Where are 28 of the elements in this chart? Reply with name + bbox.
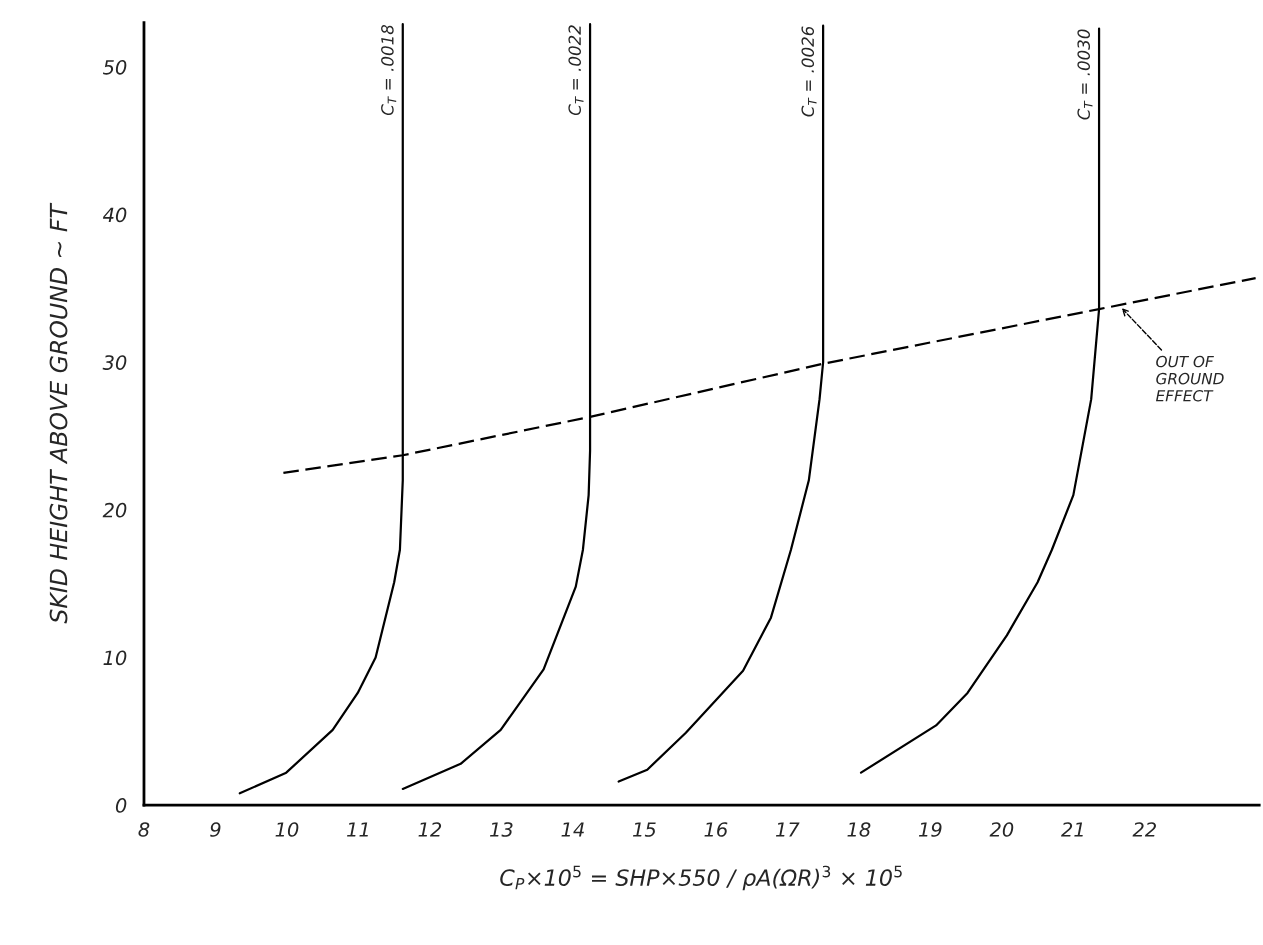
y-tick-label: 50 xyxy=(102,59,127,75)
text: C$_{T}$ = .0018 xyxy=(381,24,397,116)
y-tick-label: 30 xyxy=(102,355,127,370)
x-tick-label: 16 xyxy=(704,822,728,837)
x-tick-label: 14 xyxy=(561,822,584,837)
text: C$_{T}$ = .0022 xyxy=(568,25,584,116)
x-tick-label: 8 xyxy=(138,822,150,837)
y-tick-label: 10 xyxy=(103,650,127,666)
x-tick-label: 21 xyxy=(1061,822,1083,837)
y-axis-title: SKID HEIGHT ABOVE GROUND ~ FT xyxy=(49,202,68,624)
y-tick-label: 20 xyxy=(102,502,127,518)
y-tick-label: 0 xyxy=(115,798,127,813)
x-tick-label: 12 xyxy=(418,822,442,837)
x-axis-title: C$_{P}$×10$^{5}$ = SHP×550 / ρA(ΩR)$^{3}$ × 10$^{5}$ xyxy=(500,865,902,891)
x-tick-label: 19 xyxy=(918,822,942,837)
x-tick-label: 17 xyxy=(775,822,800,837)
text: C$_{T}$ = .0026 xyxy=(801,26,817,117)
x-tick-label: 13 xyxy=(490,822,513,837)
text: C$_{T}$ = .0030 xyxy=(1077,29,1093,120)
x-tick-label: 20 xyxy=(989,822,1014,837)
x-tick-label: 9 xyxy=(210,822,221,837)
x-tick-label: 18 xyxy=(847,822,871,837)
x-tick-label: 11 xyxy=(347,822,368,837)
annotation: OUT OF GROUND EFFECT xyxy=(1155,355,1224,402)
x-tick-label: 10 xyxy=(275,822,299,837)
y-tick-label: 40 xyxy=(102,207,127,223)
x-tick-label: 22 xyxy=(1132,822,1156,837)
x-tick-label: 15 xyxy=(632,822,656,837)
